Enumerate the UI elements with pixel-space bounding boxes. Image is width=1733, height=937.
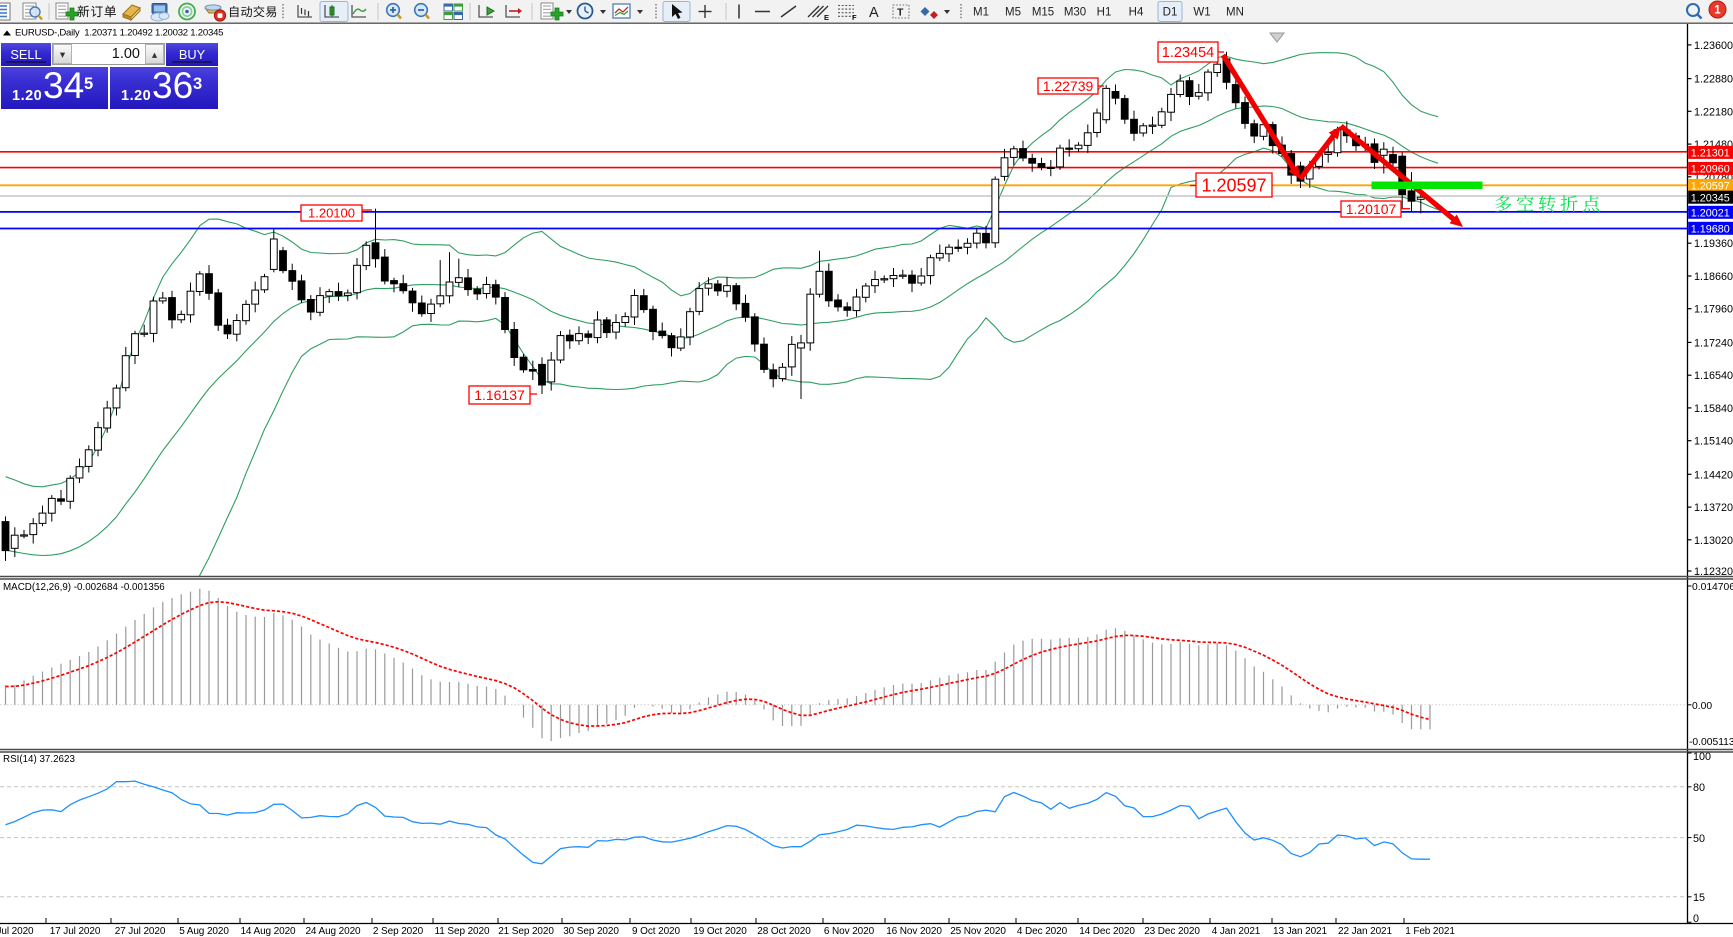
svg-text:25 Nov 2020: 25 Nov 2020 <box>950 926 1006 937</box>
svg-text:4 Jan 2021: 4 Jan 2021 <box>1212 926 1261 937</box>
svg-text:1.18660: 1.18660 <box>1694 271 1733 283</box>
svg-text:H1: H1 <box>1097 7 1112 19</box>
svg-text:1.16540: 1.16540 <box>1694 370 1733 382</box>
svg-text:1.19680: 1.19680 <box>1691 224 1730 236</box>
svg-text:MN: MN <box>1226 7 1244 19</box>
svg-text:1.14420: 1.14420 <box>1694 469 1733 481</box>
svg-text:M1: M1 <box>973 7 989 19</box>
svg-text:M5: M5 <box>1005 7 1021 19</box>
svg-text:1.20960: 1.20960 <box>1691 164 1730 176</box>
svg-text:M30: M30 <box>1064 7 1086 19</box>
svg-text:50: 50 <box>1693 833 1705 845</box>
svg-text:19 Oct 2020: 19 Oct 2020 <box>693 926 747 937</box>
svg-text:0: 0 <box>1693 913 1699 925</box>
svg-text:1.17960: 1.17960 <box>1694 304 1733 316</box>
svg-text:1.20597: 1.20597 <box>1201 175 1266 195</box>
svg-text:EURUSD-,Daily 1.20371 1.20492: EURUSD-,Daily 1.20371 1.20492 1.20032 1.… <box>15 28 223 39</box>
svg-text:17 Jul 2020: 17 Jul 2020 <box>50 926 101 937</box>
svg-text:T: T <box>897 7 904 19</box>
svg-text:15: 15 <box>1693 892 1705 904</box>
svg-text:14 Dec 2020: 14 Dec 2020 <box>1079 926 1135 937</box>
svg-text:14 Aug 2020: 14 Aug 2020 <box>240 926 296 937</box>
svg-text:1.23600: 1.23600 <box>1694 40 1733 52</box>
svg-text:22 Jan 2021: 22 Jan 2021 <box>1338 926 1392 937</box>
svg-text:1.15140: 1.15140 <box>1694 436 1733 448</box>
svg-text:1.17240: 1.17240 <box>1694 337 1733 349</box>
svg-text:28 Oct 2020: 28 Oct 2020 <box>757 926 811 937</box>
svg-text:W1: W1 <box>1193 7 1210 19</box>
svg-text:1.23454: 1.23454 <box>1162 45 1214 61</box>
svg-text:27 Jul 2020: 27 Jul 2020 <box>115 926 166 937</box>
svg-text:M15: M15 <box>1032 7 1054 19</box>
svg-text:1: 1 <box>1714 5 1721 17</box>
svg-text:23 Dec 2020: 23 Dec 2020 <box>1144 926 1200 937</box>
svg-text:0.014706: 0.014706 <box>1692 582 1733 593</box>
svg-text:1.21301: 1.21301 <box>1691 148 1730 160</box>
svg-text:80: 80 <box>1693 782 1705 794</box>
svg-text:16 Nov 2020: 16 Nov 2020 <box>886 926 942 937</box>
svg-text:11 Sep 2020: 11 Sep 2020 <box>435 926 490 937</box>
svg-text:1.16137: 1.16137 <box>474 387 525 403</box>
svg-text:1.15840: 1.15840 <box>1694 403 1733 415</box>
svg-text:1.19360: 1.19360 <box>1694 238 1733 250</box>
svg-text:1.20021: 1.20021 <box>1691 208 1730 220</box>
svg-text:6 Nov 2020: 6 Nov 2020 <box>824 926 875 937</box>
svg-text:1.20100: 1.20100 <box>308 206 355 221</box>
svg-text:9 Oct 2020: 9 Oct 2020 <box>632 926 680 937</box>
svg-text:100: 100 <box>1693 751 1711 763</box>
svg-text:30 Sep 2020: 30 Sep 2020 <box>563 926 619 937</box>
svg-text:5 Aug 2020: 5 Aug 2020 <box>179 926 229 937</box>
svg-text:0.00: 0.00 <box>1692 701 1712 712</box>
svg-text:1.20345: 1.20345 <box>1691 192 1730 204</box>
svg-text:RSI(14) 37.2623: RSI(14) 37.2623 <box>3 754 75 765</box>
svg-text:1.22739: 1.22739 <box>1043 78 1094 94</box>
svg-text:13 Jan 2021: 13 Jan 2021 <box>1273 926 1327 937</box>
svg-text:1.13020: 1.13020 <box>1694 535 1733 547</box>
svg-text:F: F <box>852 13 857 22</box>
svg-text:21 Sep 2020: 21 Sep 2020 <box>498 926 554 937</box>
svg-text:-0.005113: -0.005113 <box>1689 737 1733 748</box>
svg-text:D1: D1 <box>1163 7 1178 19</box>
svg-text:1.12320: 1.12320 <box>1694 566 1733 578</box>
svg-text:2 Sep 2020: 2 Sep 2020 <box>373 926 424 937</box>
svg-text:MACD(12,26,9) -0.002684 -0.001: MACD(12,26,9) -0.002684 -0.001356 <box>3 582 165 593</box>
svg-text:H4: H4 <box>1129 7 1144 19</box>
svg-text:1 Feb 2021: 1 Feb 2021 <box>1405 926 1455 937</box>
svg-text:Jul 2020: Jul 2020 <box>0 926 34 937</box>
svg-text:A: A <box>869 5 879 21</box>
svg-text:E: E <box>824 13 829 22</box>
svg-text:1.22880: 1.22880 <box>1694 74 1733 86</box>
svg-text:1.20597: 1.20597 <box>1691 181 1730 193</box>
svg-text:1.22180: 1.22180 <box>1694 106 1733 118</box>
svg-text:4 Dec 2020: 4 Dec 2020 <box>1017 926 1068 937</box>
svg-text:1.13720: 1.13720 <box>1694 502 1733 514</box>
svg-text:1.20107: 1.20107 <box>1346 201 1397 217</box>
svg-text:24 Aug 2020: 24 Aug 2020 <box>305 926 361 937</box>
